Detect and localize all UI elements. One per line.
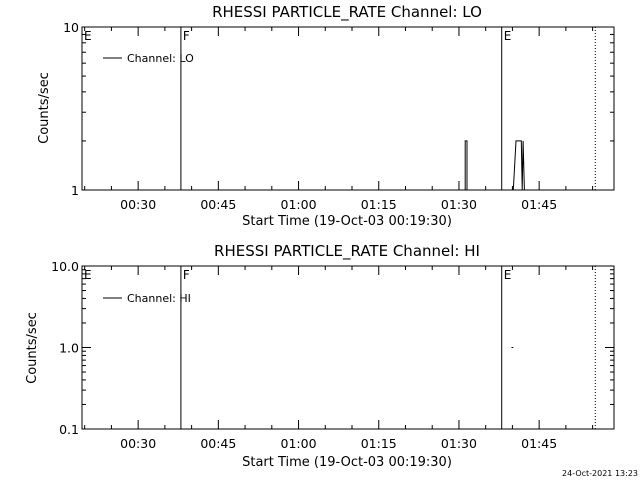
flag-label: E — [504, 29, 512, 43]
x-tick-label: 01:00 — [281, 436, 317, 451]
x-tick-label: 01:00 — [281, 197, 317, 212]
chart-panel-hi: RHESSI PARTICLE_RATE Channel: HI 0.1 1.0 1… — [25, 242, 615, 470]
x-tick-label: 00:30 — [120, 436, 156, 451]
series-line — [512, 140, 525, 191]
flag-label: E — [504, 268, 512, 282]
x-axis-label: Start Time (19-Oct-03 00:19:30) — [242, 214, 452, 229]
plot-frame — [81, 26, 615, 191]
plot-frame — [81, 265, 615, 430]
y-tick-label: 10.0 — [51, 259, 79, 274]
x-tick-label: 01:45 — [521, 197, 557, 212]
x-tick-label: 01:30 — [441, 436, 477, 451]
x-tick-label: 00:45 — [200, 436, 236, 451]
x-tick-label: 01:15 — [361, 436, 397, 451]
chart-panel-lo: RHESSI PARTICLE_RATE Channel: LO 1 10 00:… — [37, 3, 615, 229]
y-axis-label: Counts/sec — [37, 72, 52, 144]
x-tick-label: 00:45 — [200, 197, 236, 212]
x-ticks: 00:30 00:45 01:00 01:15 01:30 01:45 — [84, 266, 594, 451]
x-axis-label: Start Time (19-Oct-03 00:19:30) — [242, 455, 452, 470]
x-tick-label: 01:45 — [521, 436, 557, 451]
legend-label: Channel: LO — [127, 52, 194, 65]
legend-label: Channel: HI — [127, 292, 191, 305]
series-line — [464, 140, 468, 190]
flag-label: F — [183, 29, 190, 43]
chart-title: RHESSI PARTICLE_RATE Channel: HI — [214, 242, 480, 261]
y-axis-label: Counts/sec — [25, 312, 40, 384]
x-tick-label: 00:30 — [120, 197, 156, 212]
flag-label: E — [84, 29, 92, 43]
chart-title: RHESSI PARTICLE_RATE Channel: LO — [212, 3, 482, 22]
y-ticks: 0.1 1.0 10.0 — [51, 259, 614, 437]
x-ticks: 00:30 00:45 01:00 01:15 01:30 01:45 — [84, 27, 594, 212]
flag-label: F — [183, 268, 190, 282]
x-tick-label: 01:30 — [441, 197, 477, 212]
footer-timestamp: 24-Oct-2021 13:23 — [562, 469, 638, 478]
y-tick-label: 1 — [71, 183, 79, 198]
y-ticks: 1 10 — [63, 20, 614, 198]
legend: Channel: LO — [103, 52, 194, 65]
flag-label: E — [84, 268, 92, 282]
y-tick-label: 10 — [63, 20, 79, 35]
series-lines — [464, 140, 525, 191]
y-tick-label: 0.1 — [59, 422, 79, 437]
legend: Channel: HI — [103, 292, 191, 305]
y-tick-label: 1.0 — [59, 341, 79, 356]
x-tick-label: 01:15 — [361, 197, 397, 212]
